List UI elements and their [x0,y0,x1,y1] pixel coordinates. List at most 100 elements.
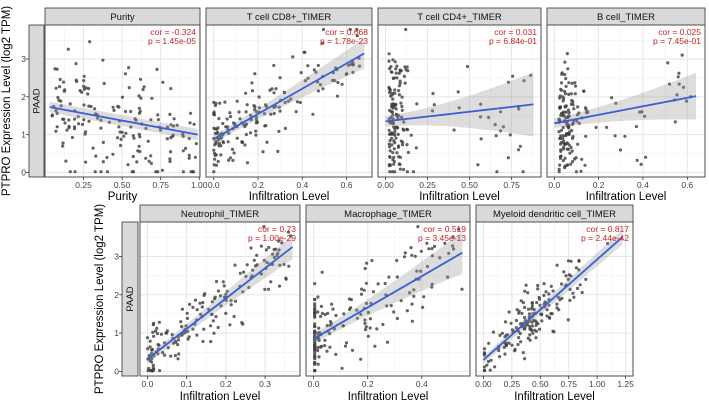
scatter-point [408,291,412,295]
scatter-point [393,170,397,174]
scatter-point [517,309,521,313]
scatter-point [328,345,332,349]
scatter-point [173,339,177,343]
scatter-point [235,99,239,103]
scatter-point [214,140,218,144]
scatter-point [531,318,535,322]
x-axis-title: Purity [108,191,138,203]
scatter-point [565,163,570,167]
x-axis-title: Infiltration Level [249,191,330,203]
scatter-point [573,92,577,96]
scatter-point [263,287,267,291]
x-tick-label: 0.2 [593,180,605,190]
scatter-point [399,299,403,303]
scatter-point [295,100,299,104]
scatter-point [54,129,58,133]
scatter-point [165,137,169,141]
scatter-point [63,121,67,125]
scatter-point [681,85,686,89]
y-tick-label: 2 [21,92,26,102]
scatter-point [272,63,276,68]
scatter-point [55,125,59,129]
scatter-point [544,290,548,294]
scatter-points [212,27,362,174]
scatter-point [118,143,123,148]
scatter-point [399,69,403,73]
x-tick-label: 0.50 [461,180,478,190]
scatter-point [138,135,142,139]
scatter-point [245,161,250,165]
scatter-point [262,225,266,229]
scatter-point [395,275,399,279]
scatter-point [479,102,483,106]
scatter-point [216,325,220,330]
scatter-point [640,110,644,114]
scatter-point [562,270,566,274]
scatter-point [634,125,639,129]
scatter-point [68,170,72,174]
scatter-point [499,129,503,133]
scatter-point [135,160,139,164]
scatter-point [67,124,71,128]
scatter-point [519,299,523,303]
scatter-point [565,52,569,56]
scatter-point [643,114,647,118]
x-axis-title: Infiltration Level [586,191,667,203]
scatter-point [568,287,572,291]
scatter-point [363,318,367,322]
scatter-point [159,128,163,132]
scatter-point [569,92,574,96]
scatter-point [390,104,394,109]
scatter-point [160,168,164,172]
scatter-point [451,235,455,239]
scatter-point [289,97,293,101]
scatter-point [359,312,363,316]
scatter-point [317,326,321,330]
scatter-point [675,93,679,97]
scatter-point [582,89,586,93]
scatter-point [577,258,581,263]
trend-line [146,246,294,360]
panel-title: Neutrophil_TIMER [181,209,259,220]
scatter-point [173,353,177,358]
facet-strip-cancer [121,221,139,377]
scatter-point [389,110,393,114]
scatter-point [77,122,81,126]
scatter-point [278,76,282,80]
scatter-point [316,63,320,68]
scatter-point [209,324,213,328]
scatter-point [225,117,229,121]
scatter-point [64,159,68,163]
scatter-point [390,70,394,74]
scatter-point [443,241,447,245]
scatter-point [364,281,368,285]
scatter-point [623,134,627,138]
scatter-point [80,90,84,94]
scatter-point [487,115,491,120]
scatter-point [326,311,330,315]
p-value-annotation: p = 1.45e-05 [148,36,196,46]
scatter-point [567,92,571,96]
scatter-point [213,297,217,301]
scatter-point [195,333,199,337]
scatter-point [404,68,408,72]
scatter-point [495,170,499,174]
scatter-point [138,77,143,81]
scatter-point [403,65,407,69]
scatter-point [388,170,392,174]
scatter-point [578,283,582,287]
scatter-point [594,125,598,129]
scatter-point [564,134,568,138]
scatter-point [530,324,535,328]
scatter-point [131,134,135,138]
scatter-point [105,155,109,160]
x-tick-label: 0.0 [548,180,560,190]
scatter-point [170,333,174,337]
scatter-point [216,159,220,164]
scatter-point [261,150,265,154]
scatter-point [393,91,397,95]
scatter-point [144,156,148,160]
scatter-point [574,266,579,270]
scatter-point [124,131,128,135]
scatter-point [165,331,169,335]
